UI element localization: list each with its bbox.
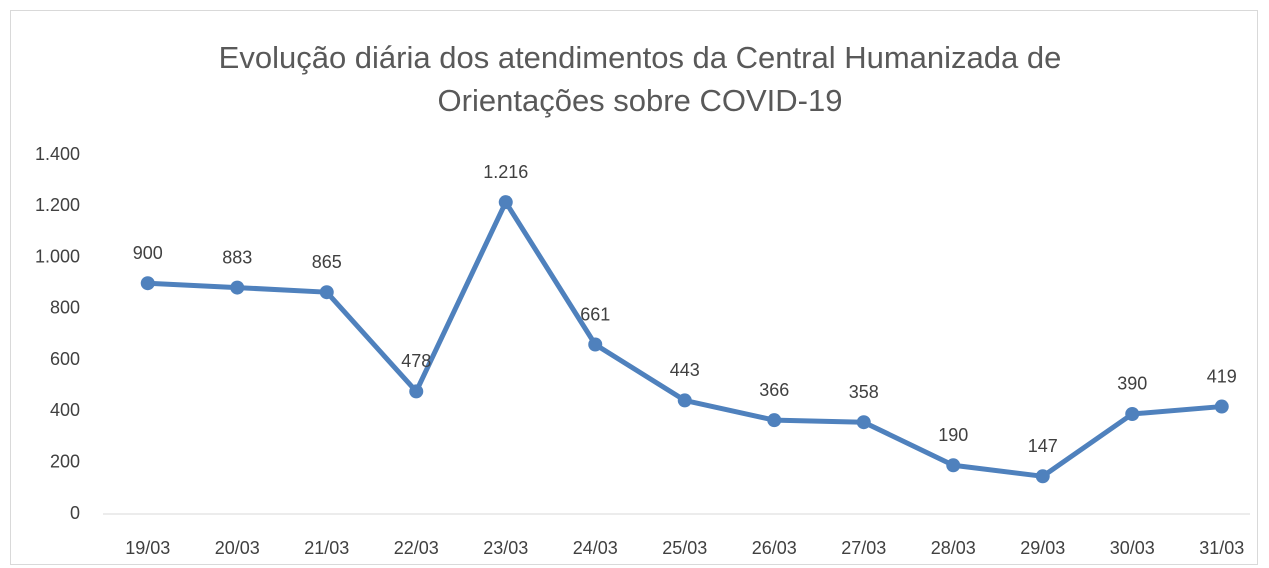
point — [140, 276, 155, 291]
y-tick-label: 600 — [50, 349, 80, 369]
data-label: 661 — [580, 304, 610, 324]
x-tick-label: 27/03 — [841, 538, 886, 558]
point — [498, 195, 513, 210]
y-tick-label: 1.400 — [35, 144, 80, 164]
point — [230, 280, 245, 295]
x-tick-label: 31/03 — [1199, 538, 1244, 558]
data-label: 865 — [312, 252, 342, 272]
data-label: 147 — [1028, 436, 1058, 456]
x-tick-label: 25/03 — [662, 538, 707, 558]
x-tick-label: 29/03 — [1020, 538, 1065, 558]
data-label: 478 — [401, 351, 431, 371]
point — [946, 458, 961, 473]
point — [319, 285, 334, 300]
point — [409, 384, 424, 399]
y-tick-label: 0 — [70, 503, 80, 523]
x-tick-label: 23/03 — [483, 538, 528, 558]
x-tick-label: 19/03 — [125, 538, 170, 558]
point — [1214, 399, 1229, 414]
x-tick-label: 22/03 — [394, 538, 439, 558]
x-tick-label: 30/03 — [1110, 538, 1155, 558]
data-label: 358 — [849, 382, 879, 402]
x-tick-label: 24/03 — [573, 538, 618, 558]
data-label: 390 — [1117, 374, 1147, 394]
chart-title: Orientações sobre COVID-19 — [438, 83, 843, 118]
data-label: 883 — [222, 247, 252, 267]
point — [1035, 469, 1050, 484]
data-label: 190 — [938, 425, 968, 445]
point — [767, 413, 782, 428]
data-label: 419 — [1207, 366, 1237, 386]
point — [677, 393, 692, 408]
chart-title: Evolução diária dos atendimentos da Cent… — [219, 40, 1062, 75]
data-label: 1.216 — [483, 162, 528, 182]
y-tick-label: 1.000 — [35, 246, 80, 266]
y-tick-label: 200 — [50, 451, 80, 471]
x-tick-label: 20/03 — [215, 538, 260, 558]
y-tick-label: 400 — [50, 400, 80, 420]
y-tick-label: 800 — [50, 298, 80, 318]
x-tick-label: 21/03 — [304, 538, 349, 558]
point — [856, 415, 871, 430]
data-label: 443 — [670, 360, 700, 380]
point — [588, 337, 603, 352]
data-label: 900 — [133, 243, 163, 263]
x-tick-label: 26/03 — [752, 538, 797, 558]
y-tick-label: 1.200 — [35, 195, 80, 215]
x-tick-label: 28/03 — [931, 538, 976, 558]
data-label: 366 — [759, 380, 789, 400]
point — [1125, 406, 1140, 421]
